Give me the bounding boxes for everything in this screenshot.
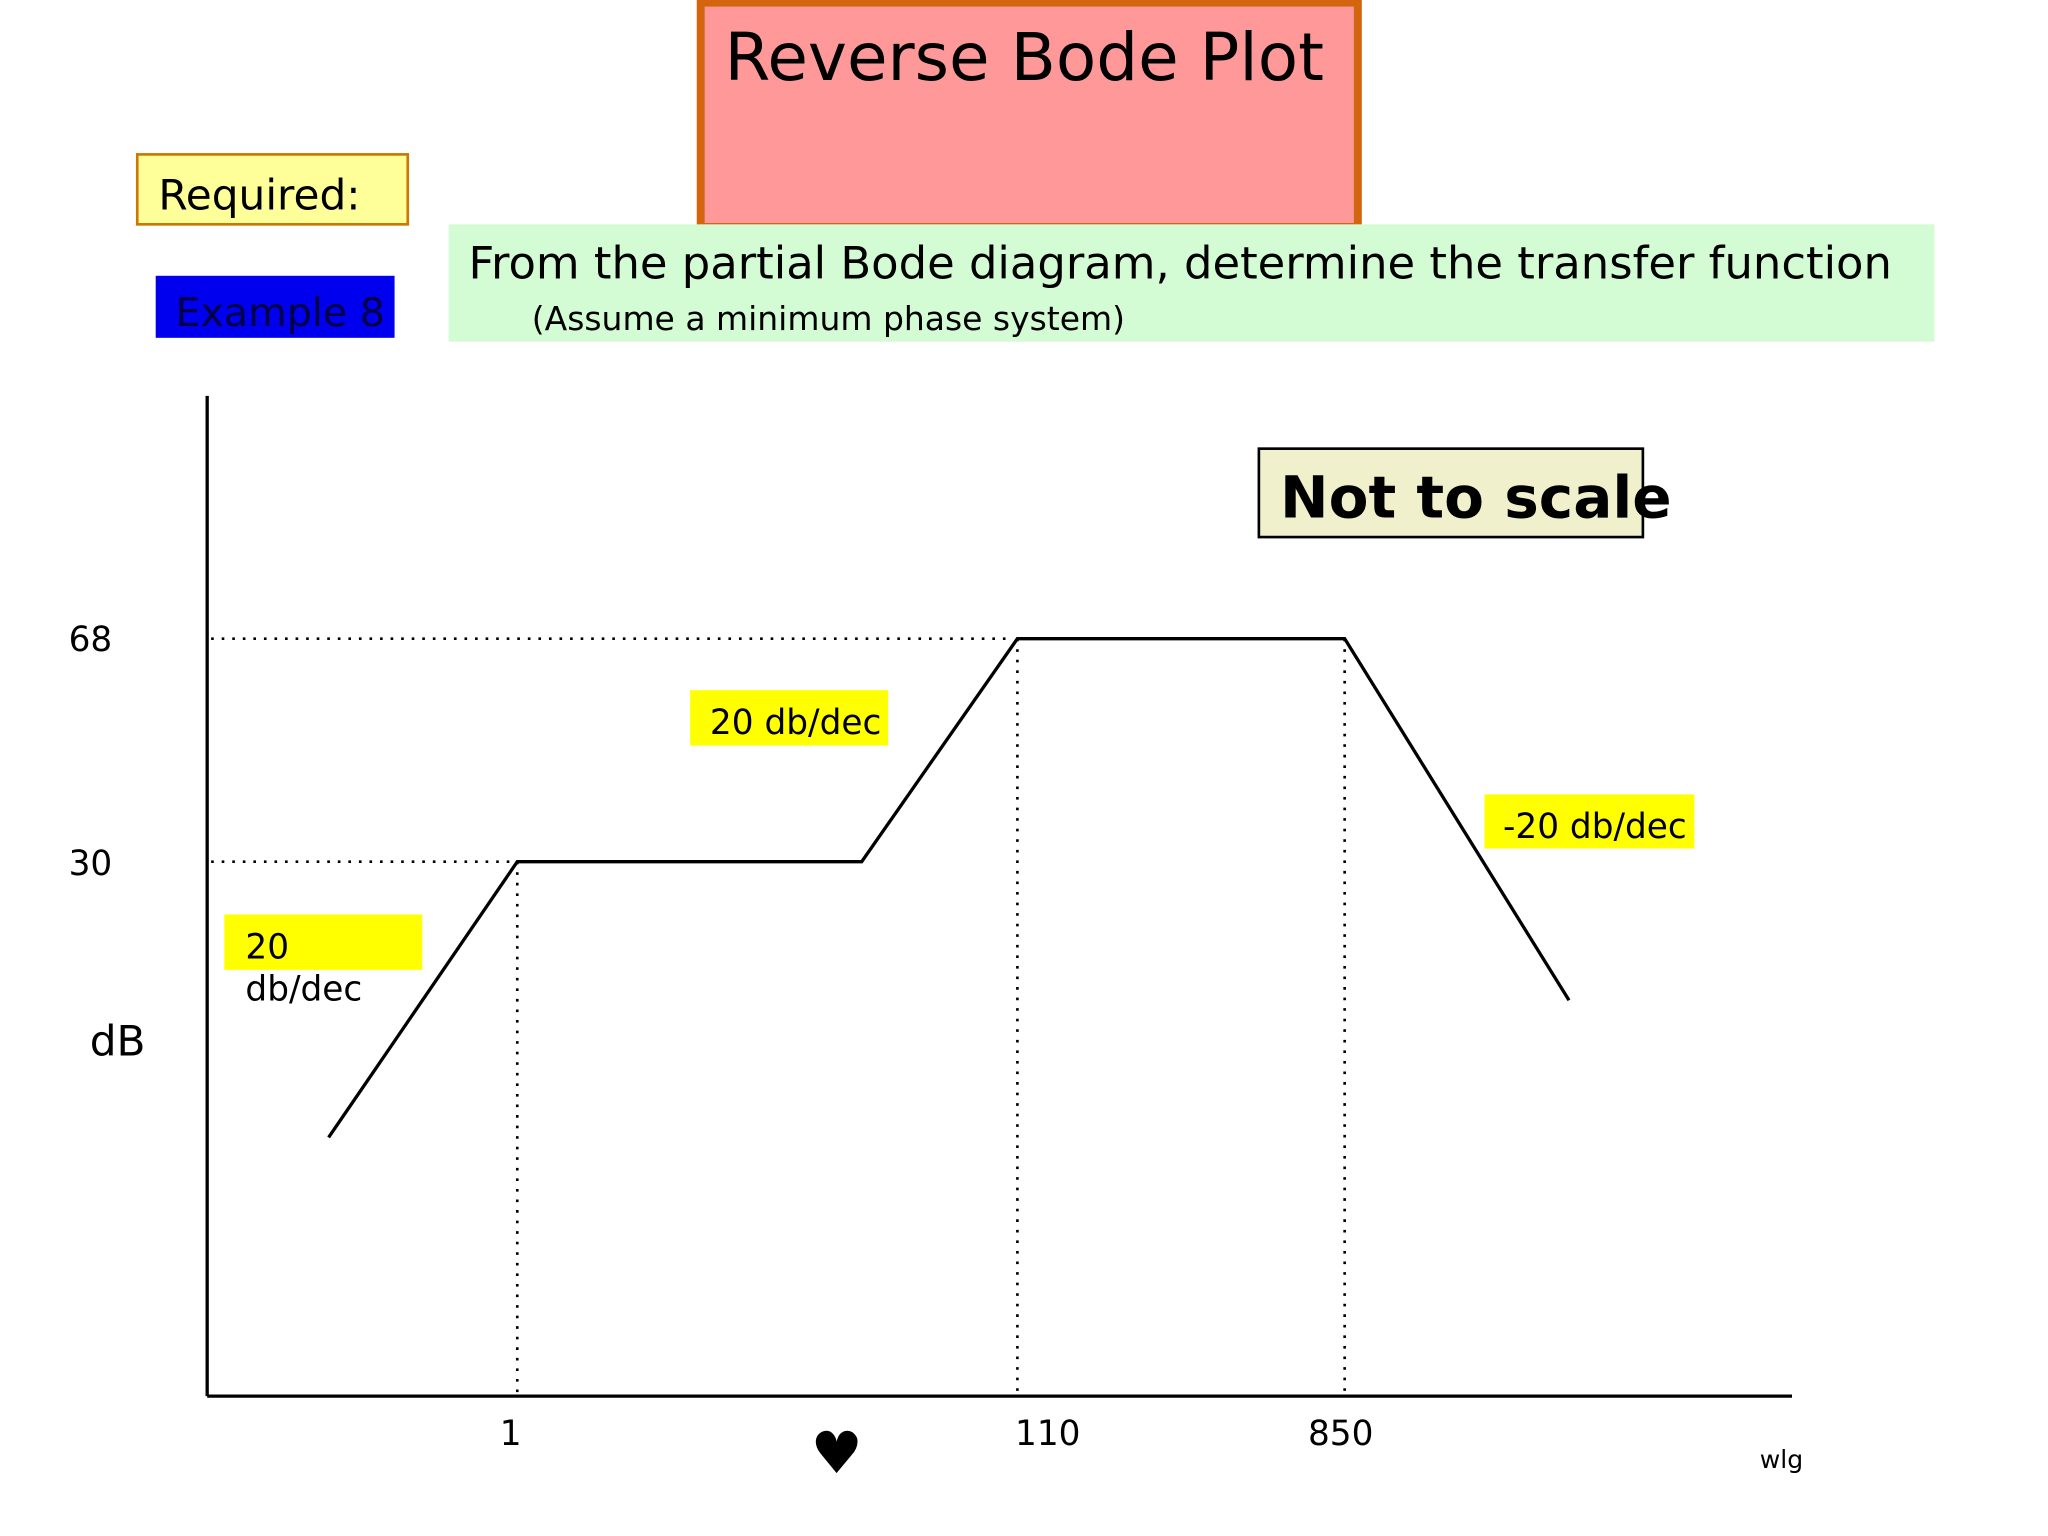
- scale-note: Not to scale: [1280, 464, 1672, 532]
- x-tick-label: 110: [1015, 1414, 1080, 1454]
- x-tick-label: 1: [500, 1414, 522, 1454]
- slope-box: [690, 690, 889, 746]
- slope-box: [1484, 794, 1695, 849]
- required: Required:: [158, 170, 360, 219]
- y-axis-label: dB: [90, 1016, 146, 1065]
- slope-label: -20 db/dec: [1503, 807, 1687, 847]
- example-box: [155, 275, 395, 338]
- slope-label: db/dec: [245, 970, 362, 1010]
- y-tick-label: 30: [69, 844, 113, 884]
- marker: ♥: [811, 1419, 863, 1487]
- title-box: [696, 0, 1362, 231]
- title: Reverse Bode Plot: [724, 19, 1324, 96]
- y-tick-label: 68: [69, 620, 113, 660]
- slope-label: 20: [245, 927, 289, 967]
- scale-note-box: [1257, 447, 1645, 539]
- instruction-note: (Assume a minimum phase system): [532, 299, 1125, 338]
- required-box: [135, 153, 410, 226]
- bode-curve: [327, 637, 1571, 1139]
- x-axis-label: wlg: [1760, 1445, 1803, 1474]
- example: Example 8: [176, 290, 385, 336]
- slope-box: [224, 914, 423, 970]
- instruction-box: [448, 224, 1935, 342]
- x-tick-label: 850: [1308, 1414, 1373, 1454]
- instruction: From the partial Bode diagram, determine…: [468, 237, 1891, 290]
- slope-label: 20 db/dec: [710, 703, 881, 743]
